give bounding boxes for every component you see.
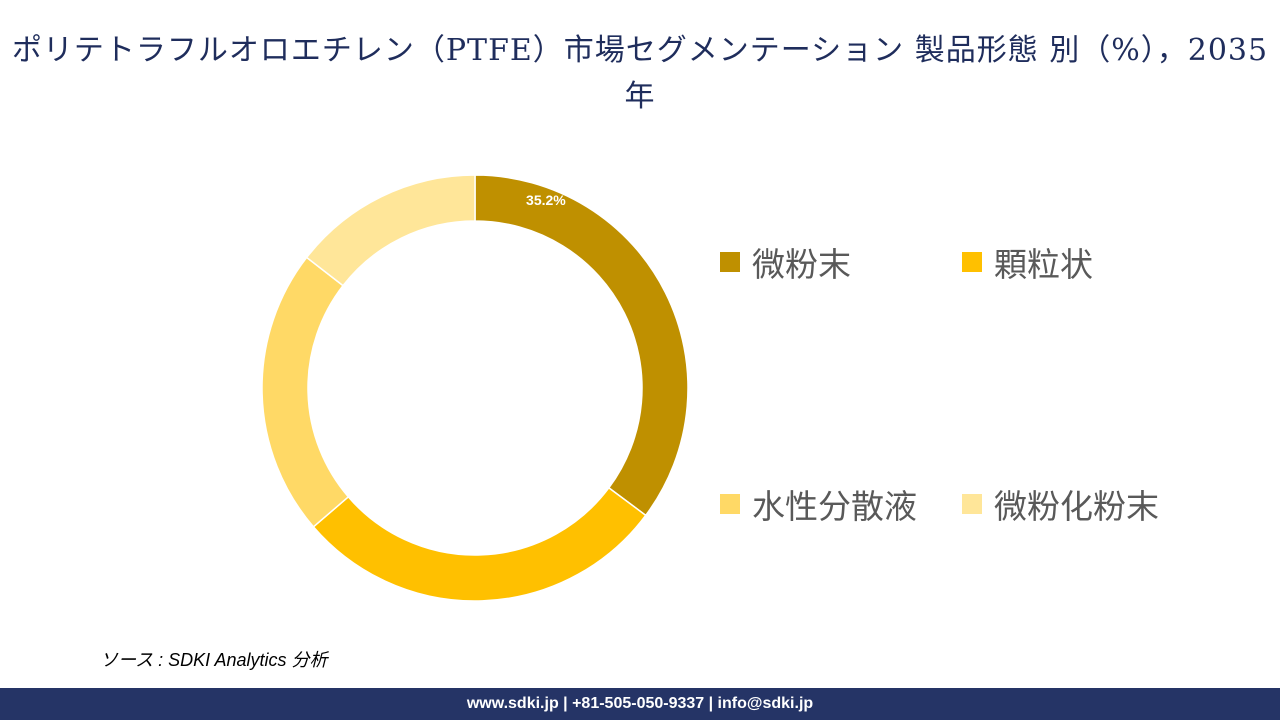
legend-swatch xyxy=(962,252,982,272)
legend-label: 水性分散液 xyxy=(752,487,917,526)
source-note: ソース : SDKI Analytics 分析 xyxy=(100,650,328,670)
legend-item-1: 顆粒状 xyxy=(962,238,1093,286)
chart-title: ポリテトラフルオロエチレン（PTFE）市場セグメンテーション 製品形態 別（%）… xyxy=(11,33,1269,114)
legend-swatch xyxy=(720,252,740,272)
legend-item-3: 微粉化粉末 xyxy=(962,480,1159,528)
legend-item-2: 水性分散液 xyxy=(720,480,917,528)
legend-swatch xyxy=(962,494,982,514)
donut-slice-0 xyxy=(474,174,689,517)
donut-slice-1 xyxy=(312,486,647,602)
donut-slice-3 xyxy=(305,174,476,287)
legend-label: 顆粒状 xyxy=(994,245,1093,284)
data-label-0: 35.2% xyxy=(526,192,566,208)
legend-label: 微粉末 xyxy=(752,245,851,284)
footer-contact: www.sdki.jp | +81-505-050-9337 | info@sd… xyxy=(0,688,1280,720)
legend-item-0: 微粉末 xyxy=(720,238,851,286)
legend-swatch xyxy=(720,494,740,514)
donut-slice-2 xyxy=(261,256,350,528)
legend-label: 微粉化粉末 xyxy=(994,487,1159,526)
